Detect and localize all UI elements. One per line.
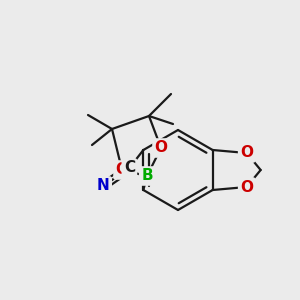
- Text: B: B: [141, 169, 153, 184]
- Text: O: O: [240, 179, 253, 194]
- Text: N: N: [97, 178, 110, 194]
- Text: O: O: [116, 163, 128, 178]
- Text: O: O: [154, 140, 167, 155]
- Text: O: O: [240, 146, 253, 160]
- Text: C: C: [124, 160, 135, 175]
